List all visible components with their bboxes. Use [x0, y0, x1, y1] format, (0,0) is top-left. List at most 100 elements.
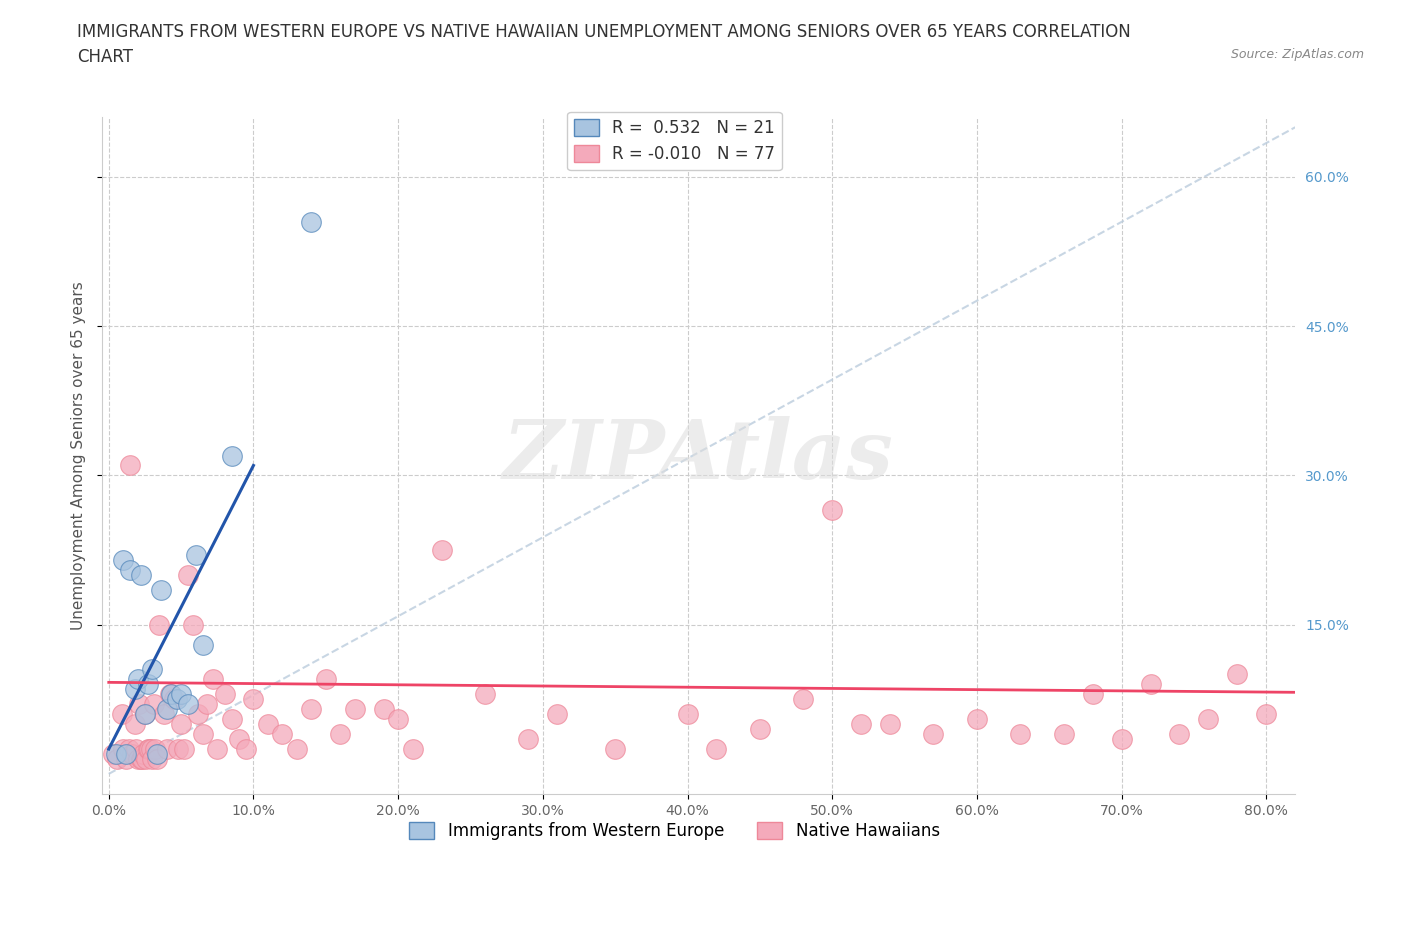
Point: [132, 747, 155, 762]
Point: [271, 726, 294, 741]
Point: [118, 741, 141, 756]
Point: [517, 732, 540, 747]
Point: [120, 563, 142, 578]
Point: [1139, 677, 1161, 692]
Point: [142, 697, 165, 711]
Point: [184, 548, 207, 563]
Point: [214, 687, 236, 702]
Point: [112, 741, 135, 756]
Point: [156, 741, 179, 756]
Point: [329, 726, 352, 741]
Point: [156, 702, 179, 717]
Point: [821, 503, 844, 518]
Text: ZIPAtlas: ZIPAtlas: [503, 416, 894, 496]
Point: [148, 618, 170, 632]
Point: [128, 697, 150, 711]
Point: [115, 751, 138, 766]
Point: [134, 707, 156, 722]
Point: [136, 741, 159, 756]
Point: [152, 707, 174, 722]
Point: [121, 747, 143, 762]
Point: [163, 692, 186, 707]
Point: [170, 687, 193, 702]
Text: IMMIGRANTS FROM WESTERN EUROPE VS NATIVE HAWAIIAN UNEMPLOYMENT AMONG SENIORS OVE: IMMIGRANTS FROM WESTERN EUROPE VS NATIVE…: [77, 23, 1130, 41]
Point: [131, 751, 153, 766]
Point: [139, 741, 162, 756]
Point: [195, 697, 218, 711]
Point: [605, 741, 627, 756]
Point: [676, 707, 699, 722]
Point: [104, 747, 127, 762]
Point: [112, 552, 135, 567]
Point: [129, 567, 152, 582]
Point: [221, 448, 243, 463]
Point: [166, 692, 188, 707]
Point: [177, 567, 200, 582]
Point: [187, 707, 209, 722]
Point: [145, 751, 167, 766]
Point: [129, 751, 152, 766]
Point: [373, 702, 395, 717]
Point: [257, 717, 280, 732]
Point: [1197, 711, 1219, 726]
Point: [228, 732, 250, 747]
Point: [124, 717, 146, 732]
Point: [134, 707, 156, 722]
Point: [343, 702, 366, 717]
Point: [127, 672, 149, 687]
Point: [1081, 687, 1104, 702]
Point: [143, 741, 166, 756]
Point: [181, 618, 204, 632]
Point: [167, 741, 190, 756]
Point: [546, 707, 568, 722]
Point: [115, 747, 138, 762]
Point: [149, 582, 172, 597]
Point: [706, 741, 728, 756]
Point: [1226, 667, 1249, 682]
Point: [235, 741, 257, 756]
Text: CHART: CHART: [77, 48, 134, 66]
Legend: Immigrants from Western Europe, Native Hawaiians: Immigrants from Western Europe, Native H…: [402, 815, 946, 846]
Point: [849, 717, 872, 732]
Point: [966, 711, 988, 726]
Point: [387, 711, 409, 726]
Point: [120, 458, 142, 473]
Point: [285, 741, 308, 756]
Point: [879, 717, 901, 732]
Point: [138, 741, 160, 756]
Point: [315, 672, 337, 687]
Point: [107, 751, 129, 766]
Point: [111, 707, 134, 722]
Point: [430, 542, 453, 557]
Point: [124, 682, 146, 697]
Point: [145, 747, 167, 762]
Point: [1256, 707, 1278, 722]
Point: [170, 717, 193, 732]
Point: [191, 637, 214, 652]
Point: [141, 662, 163, 677]
Point: [125, 741, 148, 756]
Point: [1053, 726, 1076, 741]
Point: [101, 747, 124, 762]
Point: [299, 702, 322, 717]
Point: [159, 687, 181, 702]
Point: [160, 687, 183, 702]
Y-axis label: Unemployment Among Seniors over 65 years: Unemployment Among Seniors over 65 years: [72, 281, 86, 630]
Point: [1168, 726, 1191, 741]
Point: [792, 692, 814, 707]
Point: [1010, 726, 1032, 741]
Point: [922, 726, 945, 741]
Point: [173, 741, 195, 756]
Point: [177, 697, 200, 711]
Point: [1111, 732, 1133, 747]
Point: [207, 741, 229, 756]
Point: [191, 726, 214, 741]
Point: [141, 751, 163, 766]
Point: [748, 722, 770, 737]
Point: [127, 751, 149, 766]
Point: [135, 751, 157, 766]
Point: [242, 692, 264, 707]
Point: [221, 711, 243, 726]
Point: [401, 741, 423, 756]
Point: [136, 677, 159, 692]
